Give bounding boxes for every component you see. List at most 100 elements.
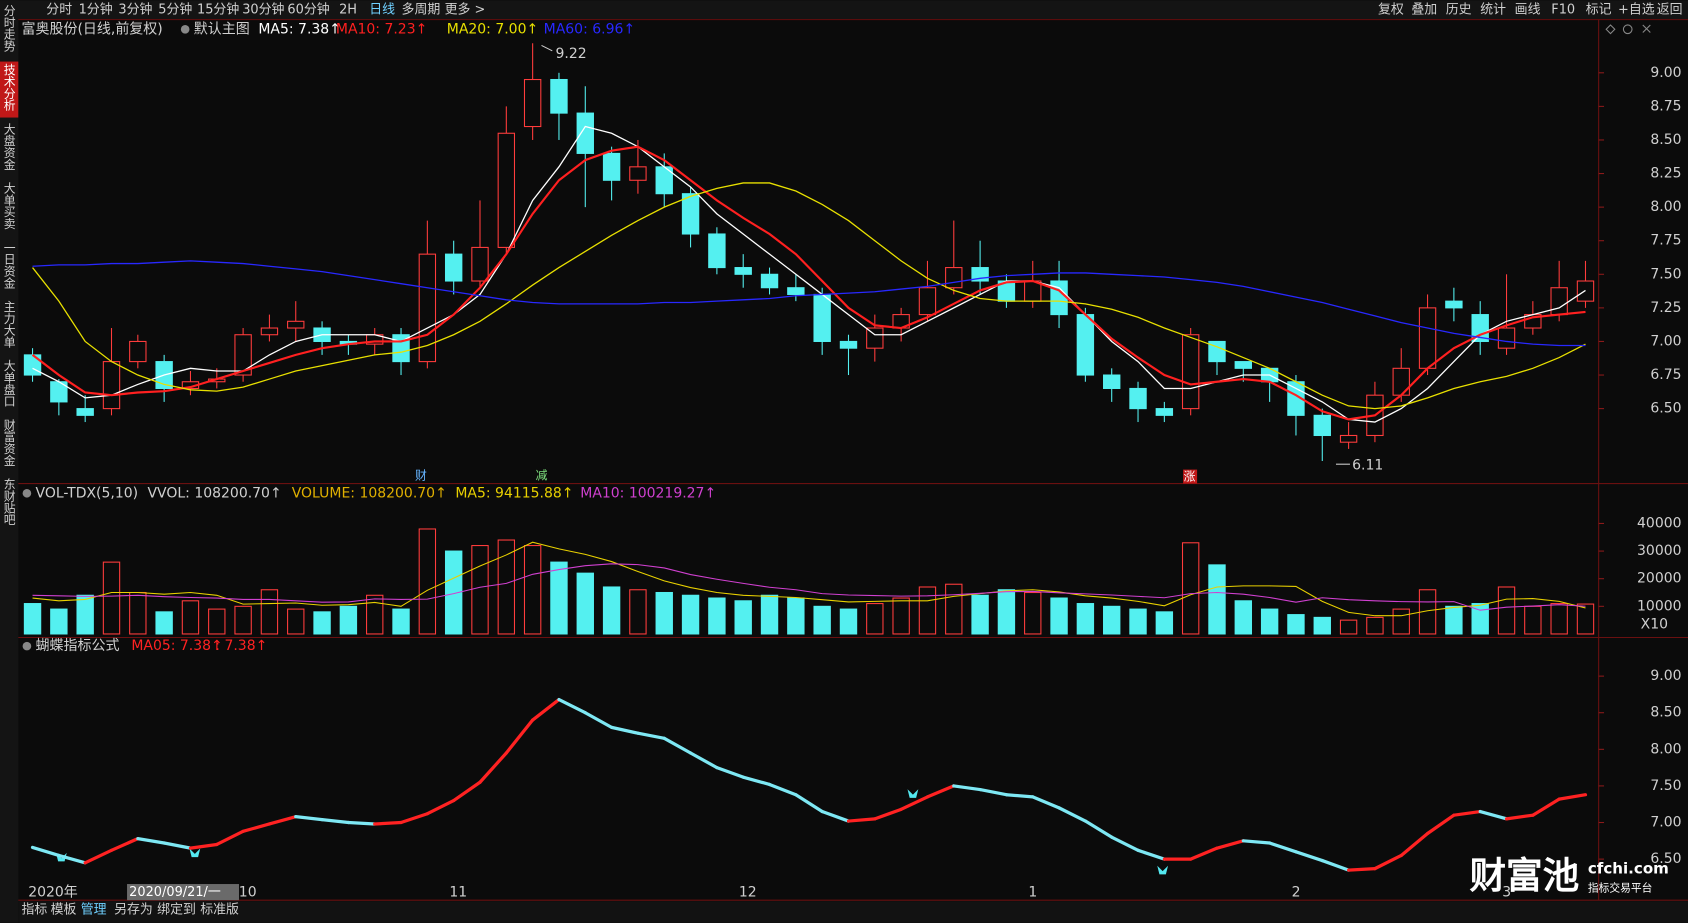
toolbar-button[interactable]: 15分钟 bbox=[197, 1, 239, 17]
sidebar-tab[interactable]: 一日资金 bbox=[2, 241, 16, 288]
candle-body bbox=[1339, 434, 1358, 443]
toolbar-button[interactable]: +自选 bbox=[1618, 2, 1655, 17]
volume-bar bbox=[102, 561, 121, 635]
volume-bar bbox=[471, 545, 489, 635]
toolbar-button[interactable]: 30分钟 bbox=[242, 1, 284, 17]
icon bbox=[1622, 24, 1633, 35]
candle-body bbox=[523, 78, 542, 128]
sidebar-tab[interactable]: 分时走势 bbox=[2, 5, 16, 52]
indicator-segment bbox=[1215, 839, 1245, 850]
y-tick-label: 7.75 bbox=[1650, 233, 1681, 249]
legend-entry: MA10: 100219.27↑ bbox=[580, 485, 716, 501]
toolbar-button[interactable]: 返回 bbox=[1657, 2, 1683, 17]
toolbar-button[interactable]: 标记 bbox=[1586, 2, 1612, 17]
x-tick-label: 12 bbox=[739, 885, 757, 901]
indicator-segment bbox=[1504, 813, 1535, 821]
icon bbox=[1642, 24, 1651, 33]
bottom-button[interactable]: 指标 bbox=[22, 902, 48, 917]
volume-bar bbox=[708, 597, 726, 635]
toolbar-button[interactable]: 日线 bbox=[369, 2, 395, 17]
toolbar-button[interactable]: 画线 bbox=[1515, 2, 1541, 17]
toolbar-button[interactable]: 叠加 bbox=[1411, 2, 1437, 17]
volume-bar bbox=[1076, 603, 1095, 635]
candle-body bbox=[1392, 367, 1410, 396]
toolbar-button[interactable]: 复权 bbox=[1378, 1, 1404, 17]
toolbar-button[interactable]: 历史 bbox=[1446, 2, 1472, 17]
sidebar-tab[interactable]: 技术分析 bbox=[2, 64, 16, 112]
volume-bar bbox=[576, 572, 594, 635]
indicator-segment bbox=[978, 787, 1009, 797]
toolbar-button[interactable]: 3分钟 bbox=[118, 1, 152, 17]
indicator-segment bbox=[346, 820, 377, 826]
butterfly-icon bbox=[907, 789, 919, 798]
indicator-segment bbox=[136, 837, 166, 845]
volume-bar bbox=[1445, 605, 1463, 635]
sidebar-tab[interactable]: 主力大单 bbox=[2, 300, 16, 349]
volume-bar bbox=[366, 594, 384, 635]
legend-entry: MA05: 7.38↑ bbox=[131, 638, 222, 654]
toolbar-button[interactable]: 5分钟 bbox=[158, 1, 192, 17]
ma-line bbox=[32, 563, 1586, 611]
sidebar-tab[interactable]: 东财贴吧 bbox=[2, 478, 16, 525]
volume-bar bbox=[50, 608, 68, 635]
bottom-button[interactable]: 另存为 bbox=[114, 902, 153, 917]
indicator-segment bbox=[30, 845, 61, 858]
indicator-segment bbox=[1083, 819, 1114, 839]
indicator-segment bbox=[1452, 809, 1482, 817]
volume-bar bbox=[734, 600, 752, 635]
x-tick-label: 1 bbox=[1028, 885, 1037, 901]
indicator-segment bbox=[952, 784, 982, 792]
annotation: 9.22 bbox=[555, 46, 586, 62]
candle-body bbox=[1103, 374, 1121, 390]
cursor-date: 2020/09/21/一 bbox=[129, 885, 221, 900]
legend-entry: VOLUME: 108200.70↑ bbox=[292, 485, 447, 501]
bottom-button[interactable]: 标准版 bbox=[200, 902, 239, 917]
candle-body bbox=[1076, 314, 1095, 376]
toolbar-button[interactable]: 1分钟 bbox=[79, 1, 113, 17]
toolbar-button[interactable]: F10 bbox=[1551, 2, 1575, 17]
sidebar-tab[interactable]: 财富资金 bbox=[2, 418, 16, 466]
candle-body bbox=[787, 287, 805, 295]
indicator-segment bbox=[1557, 793, 1588, 801]
candle-body bbox=[1471, 314, 1489, 342]
sidebar-tab[interactable]: 大单盘口 bbox=[2, 359, 16, 407]
y-tick-label: 8.50 bbox=[1650, 132, 1681, 148]
volume-bar bbox=[971, 594, 989, 635]
toolbar-button[interactable]: 60分钟 bbox=[287, 1, 329, 17]
toolbar-button[interactable]: 多周期 bbox=[402, 2, 441, 17]
volume-bar bbox=[787, 597, 805, 635]
toolbar-button[interactable]: 2H bbox=[339, 2, 357, 17]
toolbar-button[interactable]: 分时 bbox=[46, 2, 72, 17]
volume-bar bbox=[1024, 591, 1042, 635]
watermark-brand: 财富池 bbox=[1469, 854, 1579, 897]
annotation: 6.11 bbox=[1352, 457, 1383, 473]
toolbar-button[interactable]: 统计 bbox=[1480, 2, 1506, 17]
bottom-button[interactable]: 绑定到 bbox=[157, 902, 196, 917]
x-tick-label: 11 bbox=[449, 885, 467, 901]
icon bbox=[22, 488, 32, 498]
ma-line bbox=[32, 182, 1586, 410]
candle-body bbox=[1497, 327, 1516, 349]
legend-entry: MA5: 7.38↑ bbox=[258, 21, 341, 37]
bottom-button[interactable]: 管理 bbox=[81, 902, 107, 917]
candle-body bbox=[234, 334, 252, 376]
volume-bar bbox=[129, 591, 147, 635]
volume-bar bbox=[287, 608, 305, 635]
volume-bar bbox=[839, 608, 858, 635]
axis-unit: X10 bbox=[1641, 617, 1668, 633]
candle-body bbox=[813, 293, 831, 342]
sidebar-tab[interactable]: 大盘资金 bbox=[2, 122, 16, 170]
y-tick-label: 7.50 bbox=[1650, 266, 1681, 282]
candle-body bbox=[1208, 340, 1226, 363]
sidebar-tab[interactable]: 大单买卖 bbox=[2, 182, 16, 231]
indicator-segment bbox=[109, 837, 140, 852]
chart-subtitle: 默认主图 bbox=[194, 21, 250, 37]
indicator-segment bbox=[373, 820, 403, 826]
signal-icons bbox=[55, 789, 1169, 875]
candle-body bbox=[629, 166, 647, 181]
bottom-button[interactable]: 模板 bbox=[51, 902, 77, 917]
volume-bar bbox=[629, 589, 647, 635]
indicator-segment bbox=[873, 807, 903, 821]
y-tick-label: 7.00 bbox=[1650, 815, 1681, 831]
toolbar-button[interactable]: 更多 > bbox=[445, 2, 486, 17]
